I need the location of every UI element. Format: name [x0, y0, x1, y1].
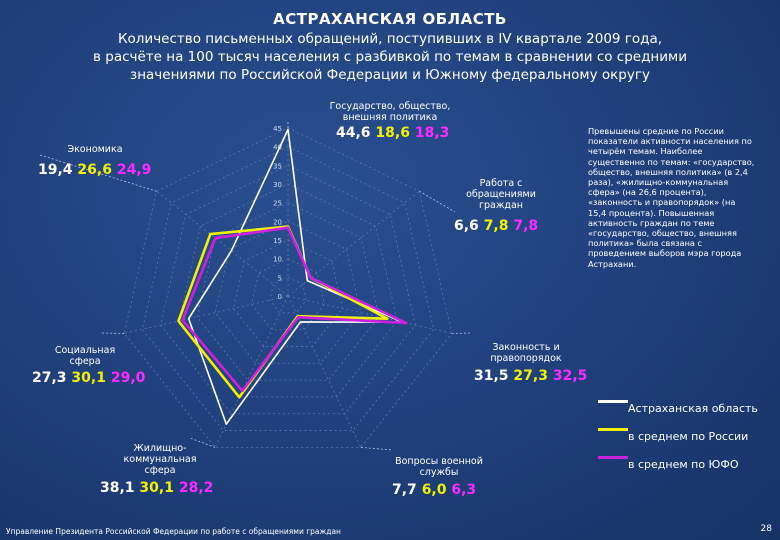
page-number: 28 [760, 524, 772, 534]
chart-legend: Астраханская область в среднем по России… [598, 394, 778, 478]
value-astrakhan: 44,6 [336, 125, 371, 141]
category-label-line: Законность и [492, 342, 560, 353]
value-astrakhan: 27,3 [32, 370, 67, 386]
radar-spoke [287, 295, 452, 334]
category-label-line: службы [419, 467, 459, 478]
radar-grid-ring [269, 276, 307, 314]
value-ufo: 29,0 [110, 370, 146, 386]
value-labels-housing: 38,1 30,1 28,2 [100, 480, 213, 496]
radar-tick-label: 0 [278, 293, 282, 301]
category-label-line: обращениями [466, 189, 536, 200]
legend-label: в среднем по ЮФО [628, 458, 739, 471]
value-russia: 18,6 [375, 125, 410, 141]
value-russia: 30,1 [139, 480, 174, 496]
category-label-line: Работа с [479, 178, 523, 189]
category-label-social: Социальная сфера [40, 345, 130, 367]
category-label-housing: Жилищно- коммунальная сфера [110, 443, 210, 476]
radar-grid-ring [141, 146, 435, 431]
radar-tick-label: 5 [278, 274, 282, 282]
value-labels-appeals: 6,6 7,8 7,8 [454, 218, 538, 234]
legend-item-astrakhan: Астраханская область [598, 394, 778, 422]
radar-grid-ring [123, 127, 453, 448]
radar-tick-label: 40 [273, 144, 282, 152]
series-ufo-line [181, 226, 408, 393]
value-astrakhan: 38,1 [100, 480, 135, 496]
legend-swatch [598, 428, 628, 431]
value-ufo: 24,9 [116, 162, 152, 178]
value-ufo: 7,8 [513, 218, 539, 234]
value-labels-law: 31,5 27,3 32,5 [474, 368, 587, 384]
slide-subtitle: Количество письменных обращений, поступи… [40, 30, 740, 84]
value-russia: 7,8 [483, 218, 509, 234]
value-labels-state: 44,6 18,6 18,3 [336, 125, 449, 141]
radar-grid-ring [214, 220, 362, 364]
radar-tick-label: 30 [273, 181, 282, 189]
value-ufo: 6,3 [451, 482, 477, 498]
category-label-state: Государство, общество, внешняя политика [320, 101, 460, 123]
category-leader-line [360, 447, 393, 451]
radar-tick-label: 20 [273, 218, 282, 226]
category-label-line: сфера [144, 465, 176, 476]
category-label-line: граждан [478, 200, 523, 211]
value-labels-military: 7,7 6,0 6,3 [392, 482, 476, 498]
value-russia: 6,0 [421, 482, 447, 498]
radar-spoke [124, 295, 289, 334]
value-ufo: 32,5 [552, 368, 588, 384]
category-leader-line [419, 190, 456, 213]
radar-tick-label: 15 [273, 237, 282, 245]
subtitle-line: в расчёте на 100 тысяч населения с разби… [93, 49, 687, 65]
slide-title: АСТРАХАНСКАЯ ОБЛАСТЬ [273, 10, 507, 28]
radar-grid-ring [178, 183, 398, 398]
category-label-line: Социальная [54, 345, 116, 356]
category-label-line: Жилищно- [133, 443, 187, 454]
value-russia: 26,6 [77, 162, 112, 178]
legend-label: Астраханская область [628, 402, 758, 415]
value-russia: 30,1 [71, 370, 106, 386]
legend-item-ufo: в среднем по ЮФО [598, 450, 778, 478]
value-russia: 27,3 [513, 368, 548, 384]
category-label-law: Законность и правопорядок [476, 342, 576, 364]
category-label-line: внешняя политика [342, 112, 438, 123]
value-labels-economy: 19,4 26,6 24,9 [38, 162, 151, 178]
value-ufo: 28,2 [178, 480, 214, 496]
value-astrakhan: 7,7 [392, 482, 417, 498]
category-label-appeals: Работа с обращениями граждан [456, 178, 546, 211]
analysis-note: Превышены средние по России показатели а… [588, 126, 755, 269]
category-label-line: правопорядок [490, 353, 562, 364]
category-label-line: Вопросы военной [395, 456, 483, 467]
value-astrakhan: 31,5 [474, 368, 509, 384]
series-astrakhan-line [187, 128, 404, 425]
footer-text: Управление Президента Российской Федерац… [6, 527, 341, 536]
radar-tick-label: 25 [273, 200, 282, 208]
legend-swatch [598, 456, 628, 459]
category-label-military: Вопросы военной службы [384, 456, 494, 478]
category-label-line: сфера [69, 356, 101, 367]
radar-tick-label: 35 [273, 162, 282, 170]
category-label-line: Государство, общество, [329, 101, 451, 112]
radar-spoke [287, 190, 420, 297]
radar-spoke [156, 190, 289, 297]
category-label-line: Экономика [67, 144, 123, 155]
subtitle-line: Количество письменных обращений, поступи… [117, 31, 663, 47]
radar-tick-label: 10 [273, 256, 282, 264]
subtitle-line: значениями по Российской Федерации и Южн… [130, 67, 650, 83]
radar-grid-ring [160, 164, 416, 415]
legend-item-russia: в среднем по России [598, 422, 778, 450]
category-label-economy: Экономика [50, 144, 140, 155]
legend-label: в среднем по России [628, 430, 749, 443]
category-leader-line [39, 154, 157, 192]
category-label-line: коммунальная [123, 454, 197, 465]
value-astrakhan: 6,6 [454, 218, 479, 234]
value-astrakhan: 19,4 [38, 162, 73, 178]
category-leader-line [189, 437, 216, 448]
value-ufo: 18,3 [414, 125, 450, 141]
radar-tick-label: 45 [273, 125, 282, 133]
legend-swatch [598, 400, 628, 403]
radar-grid-ring [232, 239, 344, 347]
value-labels-social: 27,3 30,1 29,0 [32, 370, 145, 386]
